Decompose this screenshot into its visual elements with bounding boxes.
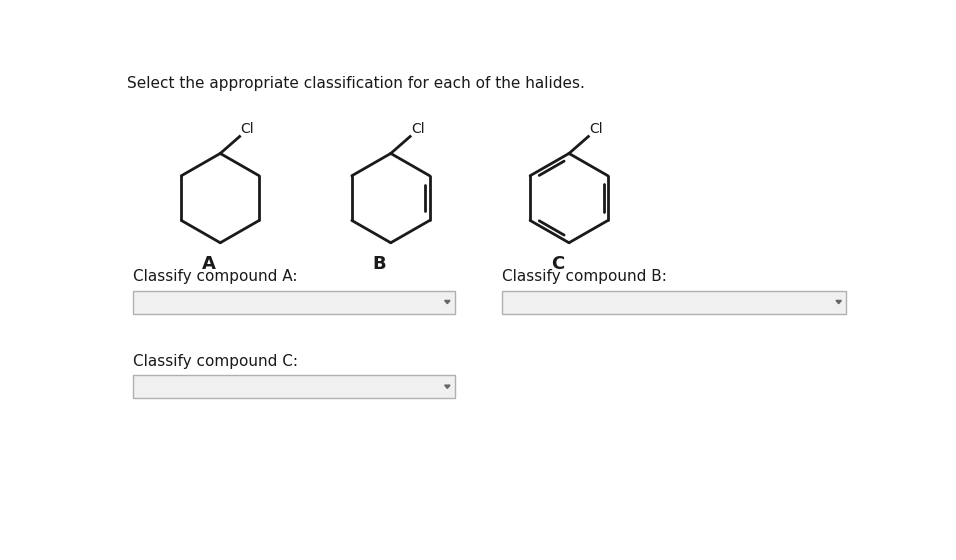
Text: Cl: Cl xyxy=(411,122,424,136)
Text: B: B xyxy=(372,255,386,273)
Polygon shape xyxy=(836,300,841,304)
Text: Classify compound A:: Classify compound A: xyxy=(134,269,298,284)
Polygon shape xyxy=(445,300,450,304)
Text: Select the appropriate classification for each of the halides.: Select the appropriate classification fo… xyxy=(127,76,585,91)
Text: Classify compound B:: Classify compound B: xyxy=(502,269,666,284)
Polygon shape xyxy=(445,385,450,389)
Text: A: A xyxy=(202,255,215,273)
Text: Cl: Cl xyxy=(589,122,603,136)
FancyBboxPatch shape xyxy=(134,291,455,314)
Text: C: C xyxy=(551,255,564,273)
Text: Cl: Cl xyxy=(240,122,254,136)
FancyBboxPatch shape xyxy=(502,291,846,314)
FancyBboxPatch shape xyxy=(134,375,455,398)
Text: Classify compound C:: Classify compound C: xyxy=(134,354,298,368)
